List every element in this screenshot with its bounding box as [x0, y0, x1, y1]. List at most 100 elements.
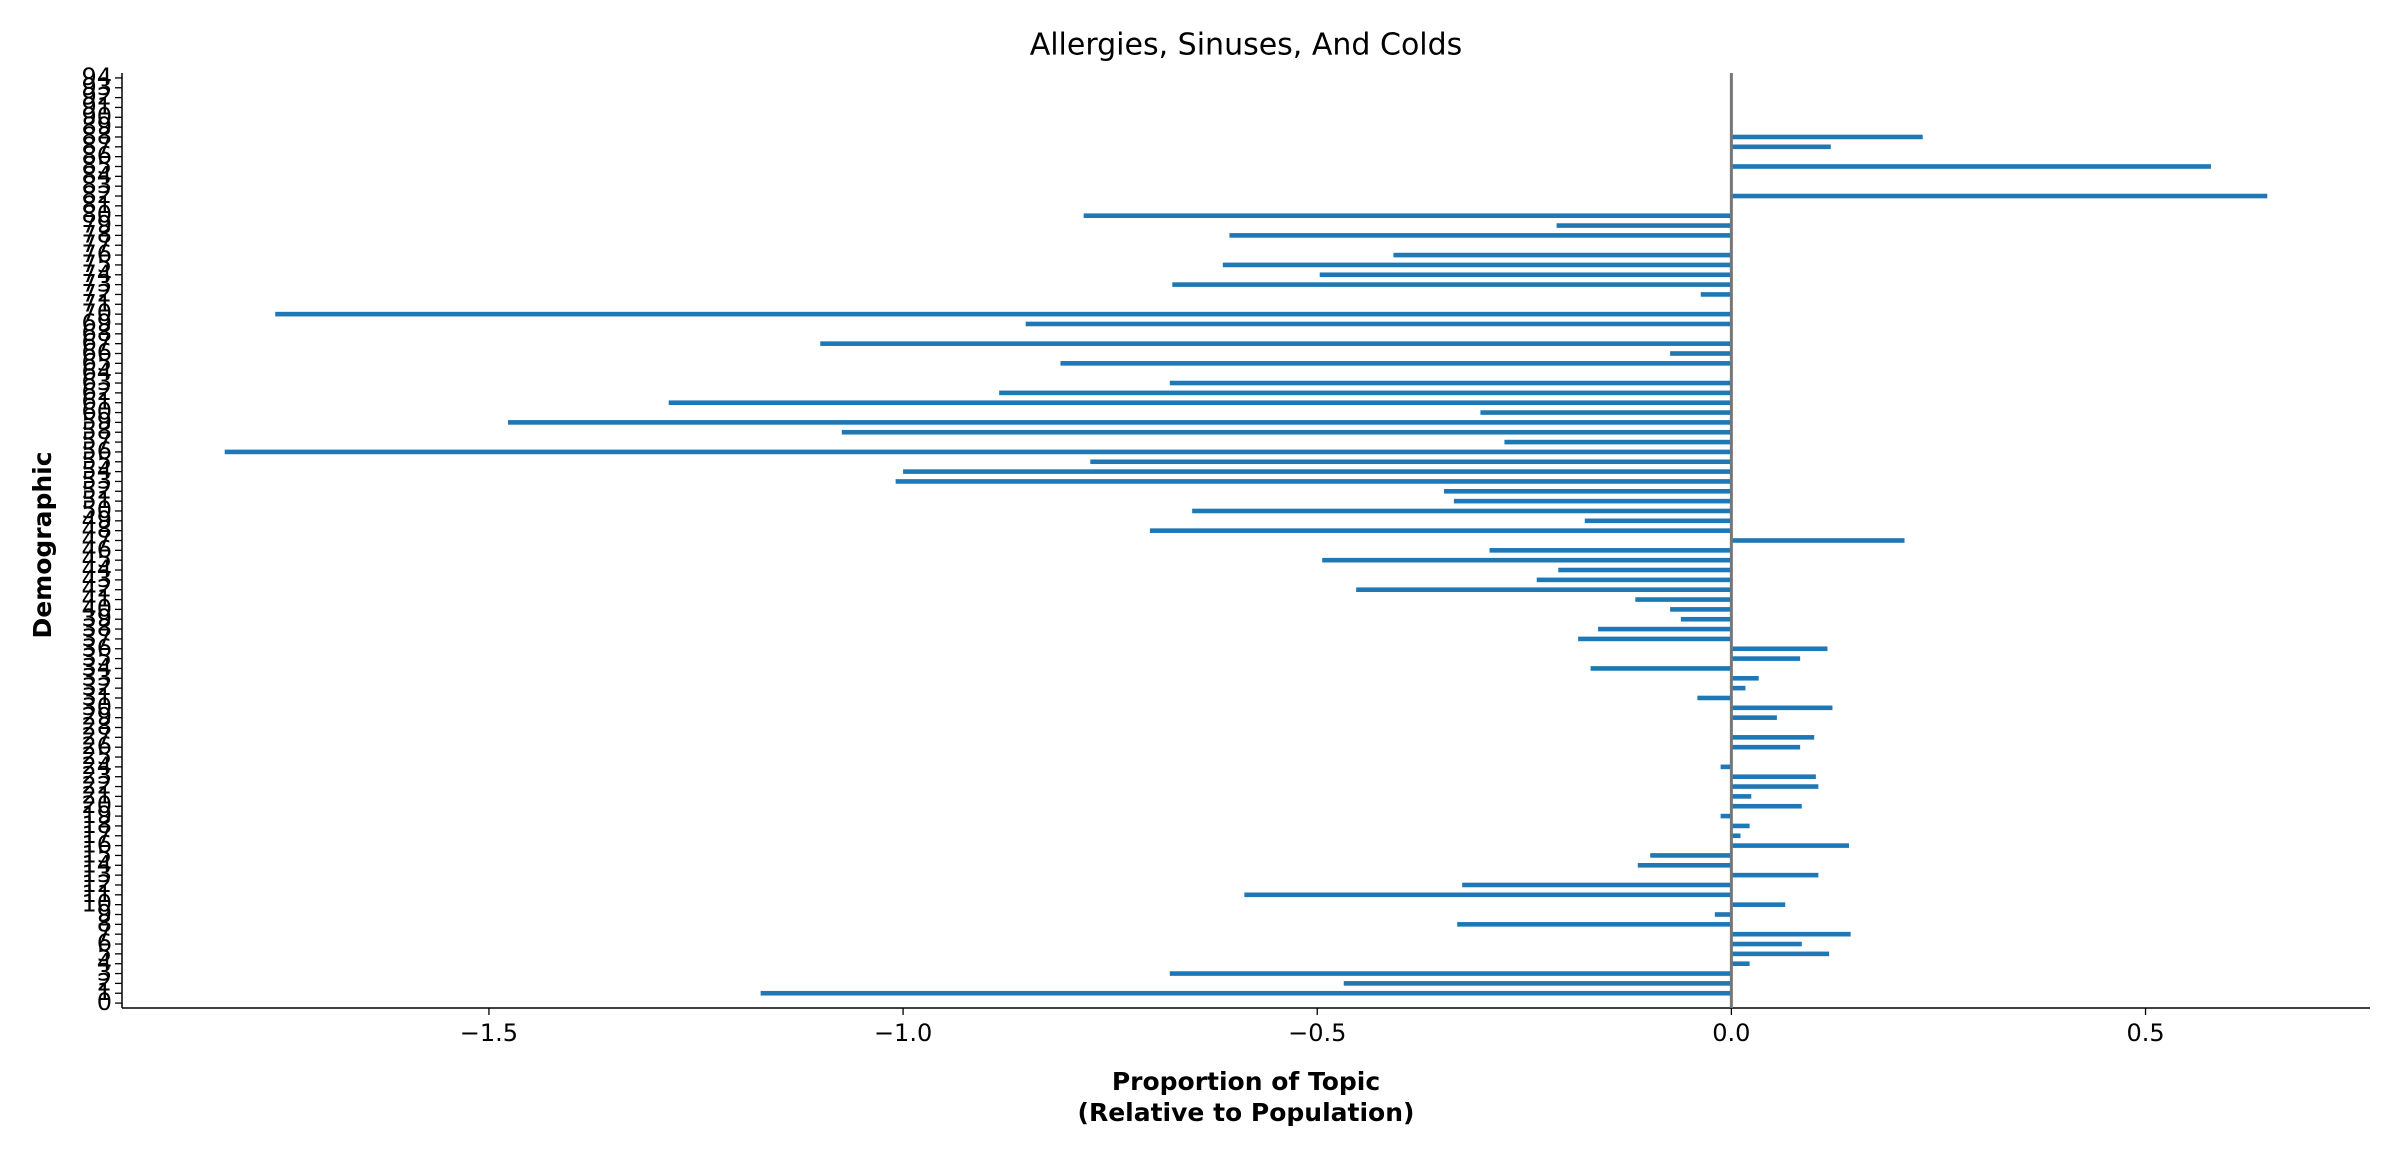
y-tick-label: 53: [81, 466, 112, 494]
bar: [1731, 902, 1786, 907]
y-tick-label: 67: [81, 329, 112, 357]
bar: [1720, 813, 1732, 819]
y-tick-label: 89: [81, 112, 112, 140]
y-tick-label: 10: [81, 890, 112, 918]
y-axis-label: Demographic: [28, 451, 57, 638]
y-tick-label: 69: [81, 309, 112, 337]
y-tick-label: 85: [81, 152, 112, 180]
y-tick-label: 3: [97, 959, 112, 987]
y-tick-label: 47: [81, 526, 112, 554]
y-tick-label: 81: [81, 191, 112, 219]
y-tick-label: 28: [81, 713, 112, 741]
bar: [1731, 193, 2268, 199]
y-tick-label: 83: [81, 171, 112, 199]
y-tick-label: 5: [97, 939, 112, 967]
bar: [1731, 144, 1831, 150]
x-tick-label: 0.0: [1712, 1019, 1750, 1047]
bar: [1731, 774, 1816, 780]
y-tick-label: 25: [81, 742, 112, 770]
y-tick-label: 18: [81, 811, 112, 839]
y-tick-label: 29: [81, 703, 112, 731]
y-tick-label: 4: [97, 949, 112, 977]
y-tick-label: 74: [81, 260, 112, 288]
x-tick-label: 0.5: [2126, 1019, 2164, 1047]
y-tick-label: 6: [97, 929, 112, 957]
bar: [1453, 498, 1732, 504]
y-tick-label: 41: [81, 585, 112, 613]
y-tick-label: 27: [81, 722, 112, 750]
y-tick-label: 14: [81, 850, 112, 878]
bar: [1090, 459, 1732, 465]
bar: [1356, 587, 1732, 593]
y-tick-label: 8: [97, 909, 112, 937]
y-tick-label: 49: [81, 506, 112, 534]
bar: [1650, 853, 1732, 858]
bar: [1731, 715, 1777, 720]
y-tick-label: 73: [81, 270, 112, 298]
y-tick-label: 56: [81, 437, 112, 465]
bar: [1731, 803, 1802, 809]
bar: [1731, 843, 1850, 848]
y-tick-label: 33: [81, 663, 112, 691]
y-tick-label: 21: [81, 781, 112, 809]
y-tick-label: 35: [81, 644, 112, 672]
y-tick-label: 64: [81, 358, 112, 386]
y-tick-label: 88: [81, 122, 112, 150]
bar: [1169, 971, 1732, 976]
y-tick-label: 7: [97, 919, 112, 947]
y-tick-label: 52: [81, 476, 112, 504]
bar: [1462, 882, 1732, 888]
y-tick-label: 31: [81, 683, 112, 711]
y-tick-label: 70: [81, 299, 112, 327]
bar: [1731, 794, 1752, 799]
y-tick-label: 44: [81, 555, 112, 583]
bar: [1731, 833, 1741, 839]
y-tick-label: 11: [81, 880, 112, 908]
x-tick-label: −0.5: [1288, 1019, 1346, 1047]
bar: [1731, 646, 1828, 652]
bar: [1731, 951, 1830, 957]
bar: [1731, 134, 1923, 140]
y-tick-label: 51: [81, 486, 112, 514]
y-tick-label: 94: [81, 63, 112, 91]
y-tick-label: 17: [81, 821, 112, 849]
bar: [1731, 744, 1801, 750]
y-tick-label: 34: [81, 653, 112, 681]
bar: [820, 341, 1732, 346]
bar: [1720, 764, 1732, 770]
bar: [1590, 666, 1732, 671]
bar: [1222, 262, 1732, 268]
bar: [760, 990, 1732, 996]
bar: [1083, 213, 1732, 219]
y-tick-label: 26: [81, 732, 112, 760]
bar: [1172, 282, 1732, 287]
bar: [1635, 597, 1732, 602]
bar: [1670, 351, 1732, 356]
y-tick-label: 22: [81, 772, 112, 800]
y-tick-label: 2: [97, 968, 112, 996]
y-tick-label: 40: [81, 594, 112, 622]
y-tick-label: 75: [81, 250, 112, 278]
y-tick-label: 38: [81, 614, 112, 642]
y-tick-label: 65: [81, 348, 112, 376]
y-tick-label: 42: [81, 575, 112, 603]
y-tick-label: 54: [81, 457, 112, 485]
y-tick-label: 30: [81, 693, 112, 721]
y-tick-label: 50: [81, 496, 112, 524]
bar: [1697, 695, 1732, 701]
y-tick-label: 63: [81, 368, 112, 396]
y-tick-label: 48: [81, 516, 112, 544]
bar: [1556, 223, 1732, 228]
y-tick-label: 15: [81, 840, 112, 868]
y-tick-label: 72: [81, 279, 112, 307]
bar: [1457, 922, 1732, 927]
y-tick-label: 84: [81, 161, 112, 189]
y-tick-label: 43: [81, 565, 112, 593]
bar: [1598, 626, 1732, 632]
bar: [1731, 961, 1750, 967]
bar: [1731, 685, 1746, 691]
y-tick-label: 87: [81, 132, 112, 160]
bar: [1680, 616, 1732, 622]
